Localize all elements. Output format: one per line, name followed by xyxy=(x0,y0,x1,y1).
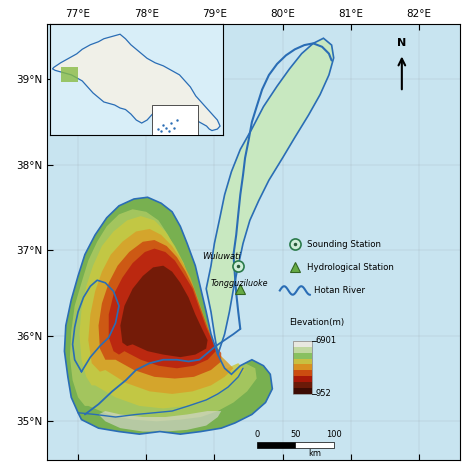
Text: N: N xyxy=(397,37,407,48)
Text: km: km xyxy=(308,449,321,458)
Bar xyxy=(293,365,312,370)
Bar xyxy=(295,442,334,448)
Polygon shape xyxy=(99,411,221,431)
Polygon shape xyxy=(80,216,245,409)
Polygon shape xyxy=(120,266,208,357)
Bar xyxy=(256,442,295,448)
Text: 6901: 6901 xyxy=(315,337,337,346)
Polygon shape xyxy=(88,229,234,394)
Polygon shape xyxy=(109,248,216,368)
Polygon shape xyxy=(64,197,273,434)
Bar xyxy=(293,370,312,376)
Text: Tongguziluoke: Tongguziluoke xyxy=(211,279,268,288)
Polygon shape xyxy=(206,38,334,355)
Bar xyxy=(293,359,312,365)
Bar xyxy=(293,388,312,394)
Text: Sounding Station: Sounding Station xyxy=(307,240,381,249)
Bar xyxy=(61,67,78,82)
Text: Hotan River: Hotan River xyxy=(314,286,365,295)
Text: Elevation(m): Elevation(m) xyxy=(289,318,345,327)
Polygon shape xyxy=(70,209,256,421)
Bar xyxy=(293,376,312,382)
Bar xyxy=(293,347,312,353)
Bar xyxy=(153,105,199,135)
Text: 0: 0 xyxy=(254,430,259,439)
Text: 50: 50 xyxy=(290,430,301,439)
Text: 952: 952 xyxy=(315,390,331,399)
Polygon shape xyxy=(99,240,221,379)
Bar xyxy=(293,382,312,388)
Text: Hydrological Station: Hydrological Station xyxy=(307,263,394,272)
Bar xyxy=(293,341,312,394)
Polygon shape xyxy=(53,34,220,130)
Text: 100: 100 xyxy=(326,430,342,439)
Bar xyxy=(293,341,312,347)
Text: Wuluwati: Wuluwati xyxy=(202,252,241,261)
Bar xyxy=(293,353,312,359)
